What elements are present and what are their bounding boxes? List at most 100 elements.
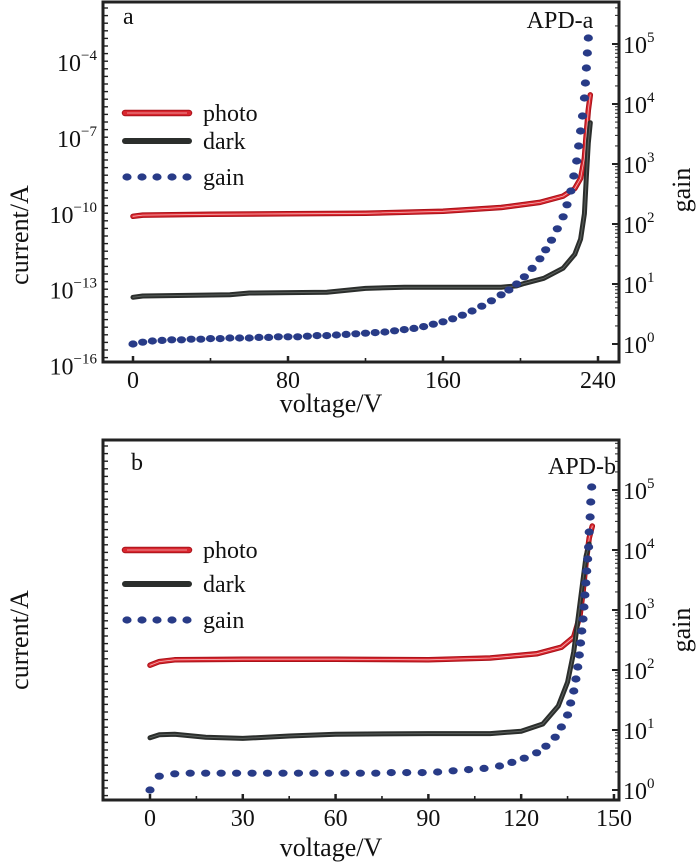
gain-data-point: [519, 754, 529, 762]
x-tick-label: 240: [580, 368, 616, 394]
y2-tick-base: 10: [623, 153, 647, 179]
gain-data-point: [448, 767, 458, 775]
chart-title: APD-a: [527, 8, 594, 34]
gain-data-point: [351, 330, 361, 338]
y2-tick-exp: 3: [647, 150, 655, 166]
y-axis-label: current/A: [5, 590, 34, 690]
gain-data-point: [355, 769, 365, 777]
gain-data-point: [582, 567, 592, 575]
gain-data-point: [389, 327, 400, 335]
legend-item-dark: dark: [122, 572, 246, 598]
gain-data-point: [519, 273, 529, 281]
x-tick-label: 30: [231, 806, 255, 832]
x-tick-label: 160: [425, 368, 461, 394]
gain-data-point: [283, 333, 293, 341]
gain-data-point: [512, 280, 522, 288]
gain-data-point: [309, 769, 319, 777]
gain-data-point: [232, 769, 242, 777]
gain-data-point: [581, 579, 591, 587]
series-photo: [130, 92, 594, 220]
gain-data-point: [585, 513, 595, 521]
y-tick-exp: −10: [74, 200, 97, 216]
gain-data-point: [573, 663, 583, 671]
gain-data-point: [154, 772, 164, 780]
gain-data-point: [566, 187, 576, 195]
series-gain: [145, 483, 597, 794]
legend-swatch-dot: [167, 173, 177, 181]
gain-data-point: [417, 769, 427, 777]
right-axis-ticks: [612, 1, 619, 345]
gain-data-point: [402, 769, 412, 777]
x-axis-label: voltage/V: [280, 833, 383, 862]
legend-swatch-dot: [152, 616, 162, 624]
y2-tick-label: 100: [623, 330, 655, 359]
gain-data-point: [341, 330, 351, 338]
gain-data-point: [572, 157, 582, 165]
legend-label: dark: [203, 129, 246, 155]
y2-tick-exp: 0: [647, 776, 655, 792]
gain-data-point: [579, 603, 589, 611]
gain-data-point: [302, 332, 312, 340]
panel-b: 0 30 60 90 120 150105104103102101100voltage/V…: [5, 438, 696, 862]
gain-data-point: [147, 337, 157, 345]
series-dark: [147, 541, 592, 741]
gain-data-point: [273, 333, 283, 341]
panel-label: b: [131, 450, 143, 476]
gain-data-point: [507, 758, 517, 767]
gain-data-point: [380, 328, 390, 336]
gain-data-point: [583, 543, 594, 551]
y2-tick-exp: 3: [647, 596, 655, 612]
y2-tick-base: 10: [623, 33, 647, 59]
y-tick-exp: −16: [74, 352, 98, 368]
plot-frame: [101, 0, 621, 364]
gain-data-point: [371, 769, 381, 777]
y2-tick-exp: 4: [647, 536, 655, 552]
y2-tick-label: 104: [623, 536, 655, 565]
legend-swatch-dot: [137, 173, 147, 181]
legend-item-dark: dark: [122, 129, 246, 155]
dark-curve-highlight: [149, 543, 590, 739]
gain-data-point: [215, 335, 225, 343]
gain-data-point: [541, 742, 551, 750]
gain-data-point: [541, 246, 551, 254]
y2-tick-base: 10: [623, 93, 647, 119]
legend-label: gain: [203, 165, 244, 191]
gain-data-point: [575, 127, 586, 135]
gain-data-point: [399, 326, 409, 334]
dark-curve: [130, 120, 593, 300]
photo-curve-outline: [130, 92, 594, 220]
gain-data-point: [479, 764, 489, 773]
gain-data-point: [586, 498, 596, 506]
legend-label: gain: [203, 608, 244, 634]
y-tick-exp: −13: [74, 276, 97, 292]
y2-tick-base: 10: [623, 599, 647, 625]
gain-data-point: [433, 768, 443, 776]
legend-swatch-dot: [122, 616, 132, 624]
y2-tick-label: 103: [623, 596, 655, 625]
legend: photo dark gain: [121, 538, 258, 634]
gain-data-point: [562, 711, 573, 719]
y2-tick-exp: 0: [647, 330, 655, 346]
gain-data-point: [579, 94, 590, 102]
gain-data-point: [578, 615, 588, 623]
y-tick-label: 10−10: [50, 200, 97, 229]
gain-data-point: [546, 236, 557, 244]
x-tick-label: 60: [324, 806, 348, 832]
gain-data-point: [428, 320, 438, 328]
y-tick-exp: −7: [81, 124, 97, 140]
gain-data-point: [569, 172, 579, 180]
gain-data-point: [324, 769, 334, 777]
gain-data-point: [196, 335, 206, 343]
gain-data-point: [312, 332, 322, 340]
x-tick-label: 120: [503, 806, 539, 832]
y-axis-label: current/A: [5, 185, 34, 285]
legend-swatch-dot: [167, 616, 177, 624]
gain-data-point: [205, 335, 216, 343]
gain-data-point: [176, 336, 187, 344]
gain-data-point: [527, 264, 537, 272]
gain-data-point: [293, 769, 304, 777]
gain-data-point: [496, 291, 506, 299]
gain-data-point: [556, 723, 566, 731]
